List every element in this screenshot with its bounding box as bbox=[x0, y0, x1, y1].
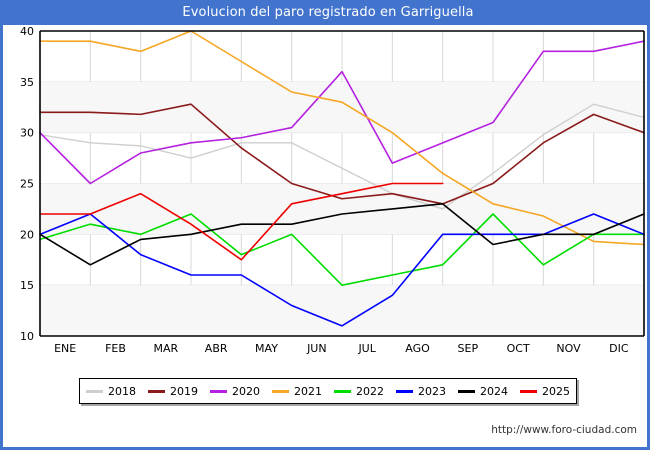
x-axis-tick-labels: ENE FEB MAR ABR MAY JUN JUL AGO SEP OCT NOV DIC bbox=[54, 342, 629, 355]
series-line-2020 bbox=[39, 40, 645, 185]
plot-background bbox=[40, 81, 644, 336]
series-line-2025 bbox=[39, 182, 444, 261]
y-tick-label: 40 bbox=[20, 25, 34, 38]
legend-item-2019[interactable]: 2019 bbox=[146, 385, 200, 398]
legend-item-2018[interactable]: 2018 bbox=[84, 385, 138, 398]
y-axis-tick-labels: 10 15 20 25 30 35 40 bbox=[20, 25, 34, 343]
y-tick-label: 25 bbox=[20, 178, 34, 191]
x-tick-label: JUL bbox=[357, 342, 376, 355]
y-tick-label: 35 bbox=[20, 76, 34, 89]
legend-swatch-icon bbox=[334, 389, 351, 393]
legend-label: 2021 bbox=[294, 384, 322, 398]
legend-swatch-icon bbox=[86, 389, 103, 393]
series-line-2021 bbox=[39, 30, 645, 246]
legend-label: 2025 bbox=[542, 384, 570, 398]
x-tick-label: FEB bbox=[105, 342, 126, 355]
legend-swatch-icon bbox=[458, 389, 475, 393]
data-series bbox=[39, 30, 645, 327]
legend-label: 2022 bbox=[356, 384, 384, 398]
legend-label: 2020 bbox=[232, 384, 260, 398]
x-tick-label: JUN bbox=[306, 342, 327, 355]
legend-swatch-icon bbox=[210, 389, 227, 393]
legend-label: 2024 bbox=[480, 384, 508, 398]
legend-item-2023[interactable]: 2023 bbox=[394, 385, 448, 398]
series-line-2022 bbox=[39, 213, 645, 286]
y-tick-label: 20 bbox=[20, 228, 34, 241]
legend-swatch-icon bbox=[396, 389, 413, 393]
x-tick-label: AGO bbox=[405, 342, 430, 355]
legend-item-2024[interactable]: 2024 bbox=[456, 385, 510, 398]
y-tick-label: 15 bbox=[20, 279, 34, 292]
x-tick-label: MAY bbox=[255, 342, 278, 355]
x-tick-label: DIC bbox=[609, 342, 629, 355]
chart-legend: 2018 2019 2020 2021 2022 2023 2024 2025 bbox=[79, 378, 577, 404]
source-url[interactable]: http://www.foro-ciudad.com bbox=[491, 424, 637, 436]
legend-label: 2023 bbox=[418, 384, 446, 398]
legend-item-2020[interactable]: 2020 bbox=[208, 385, 262, 398]
legend-item-2025[interactable]: 2025 bbox=[518, 385, 572, 398]
legend-swatch-icon bbox=[272, 389, 289, 393]
x-tick-label: ABR bbox=[205, 342, 228, 355]
x-tick-label: OCT bbox=[507, 342, 530, 355]
line-chart-svg: 10 15 20 25 30 35 40 ENE FEB MAR ABR MAY JUN JUL AGO S… bbox=[20, 25, 645, 355]
x-tick-label: SEP bbox=[458, 342, 479, 355]
bottom-accent-bar bbox=[3, 447, 650, 450]
series-line-2024 bbox=[39, 203, 645, 266]
legend-item-2022[interactable]: 2022 bbox=[332, 385, 386, 398]
legend-label: 2018 bbox=[108, 384, 136, 398]
x-tick-label: MAR bbox=[153, 342, 178, 355]
legend-item-2021[interactable]: 2021 bbox=[270, 385, 324, 398]
y-tick-label: 10 bbox=[20, 330, 34, 343]
x-tick-label: ENE bbox=[54, 342, 76, 355]
series-line-2018 bbox=[39, 103, 645, 210]
legend-swatch-icon bbox=[520, 389, 537, 393]
y-tick-label: 30 bbox=[20, 127, 34, 140]
legend-swatch-icon bbox=[148, 389, 165, 393]
legend-label: 2019 bbox=[170, 384, 198, 398]
chart-plot-area: 10 15 20 25 30 35 40 ENE FEB MAR ABR MAY JUN JUL AGO S… bbox=[3, 25, 650, 365]
axis-frame bbox=[39, 30, 645, 337]
window-title: Evolucion del paro registrado en Garrigu… bbox=[3, 0, 650, 25]
series-line-2019 bbox=[39, 103, 645, 205]
x-tick-label: NOV bbox=[556, 342, 581, 355]
